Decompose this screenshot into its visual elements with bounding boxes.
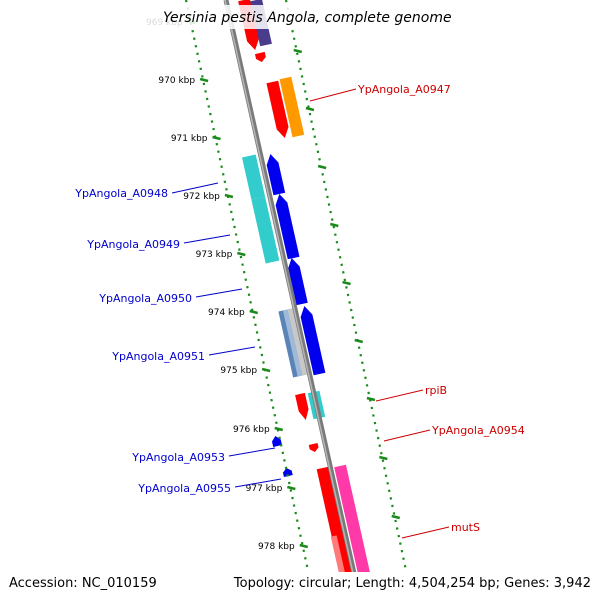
backbone-highlight <box>224 0 360 600</box>
label-leader <box>401 526 450 539</box>
feature-layer <box>238 0 376 600</box>
label-leader <box>208 346 256 356</box>
tick-mark <box>299 543 309 549</box>
gene-label-YpAngola_A0948: YpAngola_A0948 <box>74 187 168 200</box>
gene-YpAngola_A0949-cyan <box>251 196 280 264</box>
gene-YpAngola_A0951 <box>300 306 326 376</box>
tick-label: 975 kbp <box>220 366 257 376</box>
tick-mark <box>305 106 315 112</box>
tick-mark <box>199 77 209 83</box>
gene-label-YpAngola_A0955: YpAngola_A0955 <box>137 482 231 495</box>
feature-shape <box>266 154 286 196</box>
gene-YpAngola_A0949 <box>275 194 300 260</box>
tick-mark <box>287 485 296 491</box>
tick-label: 971 kbp <box>171 134 208 144</box>
tick-label: 972 kbp <box>183 192 220 202</box>
gene-label-YpAngola_A0951: YpAngola_A0951 <box>111 350 205 363</box>
label-leader <box>183 234 231 244</box>
feature-shape <box>300 306 326 376</box>
feature-shape <box>251 196 280 264</box>
topology-text: Topology: circular; Length: 4,504,254 bp… <box>233 576 591 591</box>
title-backdrop <box>140 5 450 29</box>
footer-backdrop <box>0 572 600 600</box>
feature-shape <box>316 466 358 600</box>
gene-YpAngola_A0955 <box>282 468 293 477</box>
feature-shape <box>295 392 309 421</box>
tick-mark <box>249 309 259 315</box>
tick-mark <box>317 164 327 170</box>
gene-YpAngola_A0948 <box>266 154 286 196</box>
label-leader <box>234 478 282 488</box>
tick-mark <box>274 426 284 432</box>
tick-mark <box>379 455 388 461</box>
tick-mark <box>342 280 351 286</box>
feature-shape <box>242 154 266 200</box>
gene-YpAngola_A0948-cyan <box>242 154 266 200</box>
label-leader <box>171 182 219 194</box>
tick-mark <box>237 251 246 257</box>
feature-shape <box>308 443 319 452</box>
tick-label: 974 kbp <box>208 308 245 318</box>
feature-stripe <box>282 309 303 377</box>
label-leader <box>309 88 357 102</box>
genome-backbone <box>223 0 363 600</box>
gene-YpAngola_A0951-segment <box>278 308 307 378</box>
gene-mutS-red <box>316 466 358 600</box>
backbone-line <box>223 0 363 600</box>
map-title: Yersinia pestis Angola, complete genome <box>163 10 452 26</box>
tick-mark <box>293 48 303 54</box>
accession-text: Accession: NC_010159 <box>9 576 157 591</box>
tick-mark <box>354 338 364 344</box>
tick-label: 973 kbp <box>196 250 233 260</box>
tick-label: 976 kbp <box>233 425 270 435</box>
ruler-left <box>184 0 312 581</box>
tick-mark <box>330 222 339 228</box>
gene-labels: YpAngola_A0947 YpAngola_A0948 YpAngola_A09… <box>74 83 525 539</box>
feature-stripe <box>287 308 307 376</box>
tick-label: 978 kbp <box>258 542 295 552</box>
gene-YpAngola_A0950 <box>287 258 308 306</box>
tick-mark <box>391 514 401 520</box>
label-leader <box>195 288 243 298</box>
label-leader <box>383 429 431 442</box>
gene-label-rpiB: rpiB <box>425 384 447 397</box>
gene-rpiB <box>295 392 309 421</box>
gene-label-YpAngola_A0947: YpAngola_A0947 <box>357 83 451 96</box>
gene-mutS-pink <box>334 464 376 600</box>
feature-shape <box>282 468 293 477</box>
label-leader <box>375 389 424 402</box>
gene-YpAngola_A0954 <box>308 443 319 452</box>
feature-shape <box>279 76 305 138</box>
gene-label-YpAngola_A0954: YpAngola_A0954 <box>431 424 525 437</box>
tick-mark <box>224 193 234 199</box>
tick-mark <box>261 367 271 373</box>
feature-shape <box>275 194 300 260</box>
tick-label: 977 kbp <box>246 484 283 494</box>
feature-shape <box>254 51 266 62</box>
gene-label-YpAngola_A0949: YpAngola_A0949 <box>86 238 180 251</box>
gene-label-YpAngola_A0953: YpAngola_A0953 <box>131 451 225 464</box>
gene-label-mutS: mutS <box>451 521 480 534</box>
label-leader <box>228 447 276 457</box>
tick-label: 970 kbp <box>158 76 195 86</box>
feature-shape <box>287 258 308 306</box>
feature-shape <box>266 80 289 139</box>
tick-mark <box>212 135 221 141</box>
gene-red-small <box>254 51 266 62</box>
ruler-right <box>284 0 410 581</box>
gene-YpAngola_A0947-orange <box>279 76 305 138</box>
gene-label-YpAngola_A0950: YpAngola_A0950 <box>98 292 192 305</box>
tick-mark <box>366 396 376 402</box>
feature-shape <box>334 464 376 600</box>
gene-YpAngola_A0947-red <box>266 80 289 139</box>
